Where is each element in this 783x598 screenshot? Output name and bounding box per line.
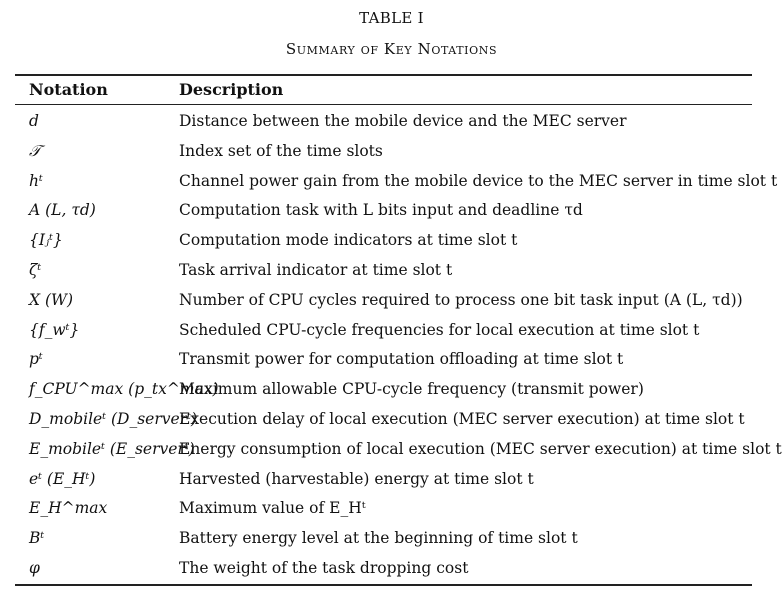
notation-cell: A (L, τd) (29, 201, 96, 220)
description-cell: Scheduled CPU-cycle frequencies for loca… (179, 320, 700, 339)
table-row: hᵗ Channel power gain from the mobile dev… (0, 167, 783, 197)
table-row: {Iⱼᵗ} Computation mode indicators at time… (0, 226, 783, 256)
description-cell: Number of CPU cycles required to process… (179, 290, 743, 309)
notation-table-body: d Distance between the mobile device and … (0, 107, 783, 584)
table-row: {f_wᵗ} Scheduled CPU-cycle frequencies fo… (0, 316, 783, 346)
table-row: ζᵗ Task arrival indicator at time slot t (0, 256, 783, 286)
description-cell: Execution delay of local execution (MEC … (179, 409, 745, 428)
table-row: eᵗ (E_Hᵗ) Harvested (harvestable) energy … (0, 465, 783, 495)
notation-cell: {Iⱼᵗ} (29, 231, 63, 250)
notation-cell: D_mobileᵗ (D_serverᵗ) (29, 409, 197, 428)
description-cell: The weight of the task dropping cost (179, 558, 469, 577)
table-row: E_H^max Maximum value of E_Hᵗ (0, 494, 783, 524)
description-cell: Channel power gain from the mobile devic… (179, 171, 778, 190)
notation-cell: d (29, 112, 39, 130)
table-row: Bᵗ Battery energy level at the beginning … (0, 524, 783, 554)
notation-cell: Bᵗ (29, 529, 45, 548)
table-row: X (W) Number of CPU cycles required to pr… (0, 286, 783, 316)
table-row: f_CPU^max (p_tx^max) Maximum allowable CP… (0, 375, 783, 405)
description-cell: Computation mode indicators at time slot… (179, 231, 518, 250)
table-label: TABLE I (359, 9, 424, 27)
description-cell: Harvested (harvestable) energy at time s… (179, 469, 534, 488)
table-row: D_mobileᵗ (D_serverᵗ) Execution delay of … (0, 405, 783, 435)
notation-cell: φ (29, 558, 40, 577)
notation-cell: pᵗ (29, 350, 43, 369)
table-row: pᵗ Transmit power for computation offload… (0, 345, 783, 375)
description-cell: Distance between the mobile device and t… (179, 112, 627, 130)
description-cell: Maximum value of E_Hᵗ (179, 499, 366, 518)
table-title: Summary of Key Notations (285, 40, 498, 58)
table-row: φ The weight of the task dropping cost (0, 554, 783, 584)
description-cell: Transmit power for computation offloadin… (179, 350, 624, 369)
table-row: d Distance between the mobile device and … (0, 107, 783, 137)
description-cell: Task arrival indicator at time slot t (179, 260, 453, 279)
notation-cell: eᵗ (E_Hᵗ) (29, 469, 96, 488)
notation-cell: X (W) (29, 290, 73, 309)
table-row: 𝒯 Index set of the time slots (0, 137, 783, 167)
column-header-notation: Notation (29, 80, 108, 99)
table-row: A (L, τd) Computation task with L bits in… (0, 196, 783, 226)
notation-cell: {f_wᵗ} (29, 320, 80, 339)
description-cell: Energy consumption of local execution (M… (179, 439, 782, 458)
top-rule (15, 74, 752, 76)
notation-cell: 𝒯 (29, 141, 41, 160)
notation-cell: f_CPU^max (p_tx^max) (29, 380, 219, 399)
notation-cell: E_mobileᵗ (E_serverᵗ) (29, 439, 195, 458)
table-row: E_mobileᵗ (E_serverᵗ) Energy consumption … (0, 435, 783, 465)
column-header-description: Description (179, 80, 284, 99)
description-cell: Index set of the time slots (179, 141, 383, 160)
notation-cell: hᵗ (29, 171, 43, 190)
notation-cell: E_H^max (29, 499, 108, 518)
description-cell: Battery energy level at the beginning of… (179, 529, 578, 548)
header-rule (15, 104, 752, 105)
description-cell: Maximum allowable CPU-cycle frequency (t… (179, 380, 644, 399)
description-cell: Computation task with L bits input and d… (179, 201, 583, 220)
notation-cell: ζᵗ (29, 260, 42, 279)
bottom-rule (15, 584, 752, 586)
